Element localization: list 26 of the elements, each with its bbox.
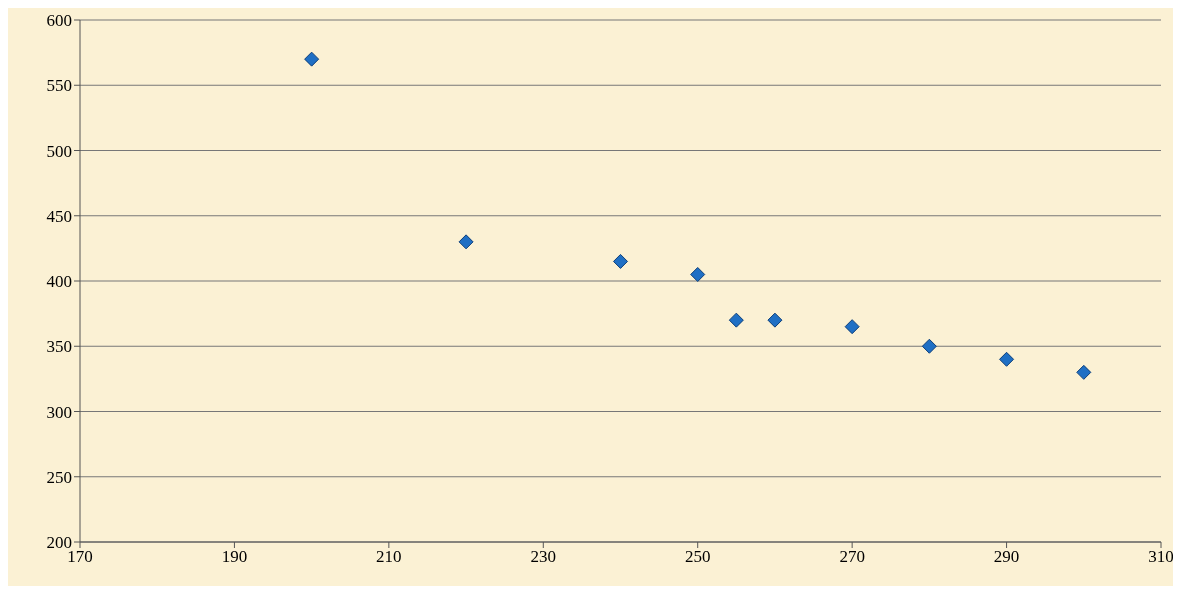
point xyxy=(1076,364,1092,380)
point xyxy=(999,351,1015,367)
y-tick-label: 600 xyxy=(46,11,72,31)
y-tick-label: 550 xyxy=(46,76,72,96)
y-tick-label: 350 xyxy=(46,337,72,357)
x-tick-label: 310 xyxy=(1148,547,1174,567)
y-tick-label: 500 xyxy=(46,141,72,161)
x-tick-label: 210 xyxy=(376,547,402,567)
x-tick-label: 170 xyxy=(67,547,93,567)
point xyxy=(728,312,744,328)
x-tick-label: 190 xyxy=(221,547,248,567)
point xyxy=(613,253,628,269)
point xyxy=(458,234,474,250)
x-tick-label: 250 xyxy=(684,547,711,567)
x-tick-label: 290 xyxy=(993,547,1020,567)
point xyxy=(767,312,783,328)
y-tick-label: 300 xyxy=(46,402,72,422)
point xyxy=(304,51,320,67)
point xyxy=(921,338,937,354)
y-tick-label: 250 xyxy=(46,467,72,487)
point xyxy=(844,319,860,335)
y-tick-label: 450 xyxy=(46,206,72,226)
x-tick-label: 230 xyxy=(530,547,557,567)
x-tick-label: 270 xyxy=(839,547,865,567)
y-tick-label: 400 xyxy=(46,272,72,292)
point xyxy=(690,266,706,282)
